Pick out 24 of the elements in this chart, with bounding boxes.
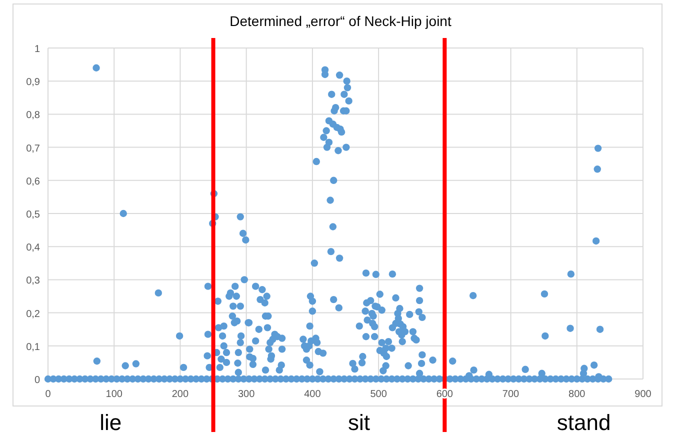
x-tick-label: 500 bbox=[370, 389, 388, 400]
x-tick-label: 900 bbox=[634, 389, 652, 400]
text: sit bbox=[348, 410, 370, 435]
x-tick-label: 100 bbox=[106, 389, 123, 400]
y-tick-label: 0 bbox=[34, 375, 40, 386]
chart-title: Determined „error“ of Neck-Hip joint bbox=[230, 13, 452, 29]
x-tick-label: 800 bbox=[568, 389, 586, 400]
x-tick-label: 200 bbox=[172, 389, 189, 400]
y-tick-label: 0,2 bbox=[26, 308, 40, 320]
y-tick-label: 0,8 bbox=[26, 110, 40, 122]
y-tick-label: 0,6 bbox=[26, 176, 40, 188]
x-tick-label: 700 bbox=[502, 389, 520, 400]
y-tick-label: 0,3 bbox=[26, 276, 40, 287]
y-tick-label: 0,5 bbox=[26, 210, 40, 220]
text: lie bbox=[100, 410, 122, 435]
x-tick-label: 400 bbox=[304, 389, 322, 400]
x-tick-label: 300 bbox=[238, 389, 256, 400]
y-tick-label: 0,4 bbox=[26, 242, 40, 254]
y-tick-label: 0,1 bbox=[26, 342, 40, 353]
text: stand bbox=[556, 410, 611, 435]
y-tick-label: 0,9 bbox=[26, 77, 40, 88]
y-tick-label: 1 bbox=[34, 44, 40, 55]
y-tick-label: 0,7 bbox=[26, 143, 40, 154]
x-tick-label: 0 bbox=[45, 389, 52, 400]
